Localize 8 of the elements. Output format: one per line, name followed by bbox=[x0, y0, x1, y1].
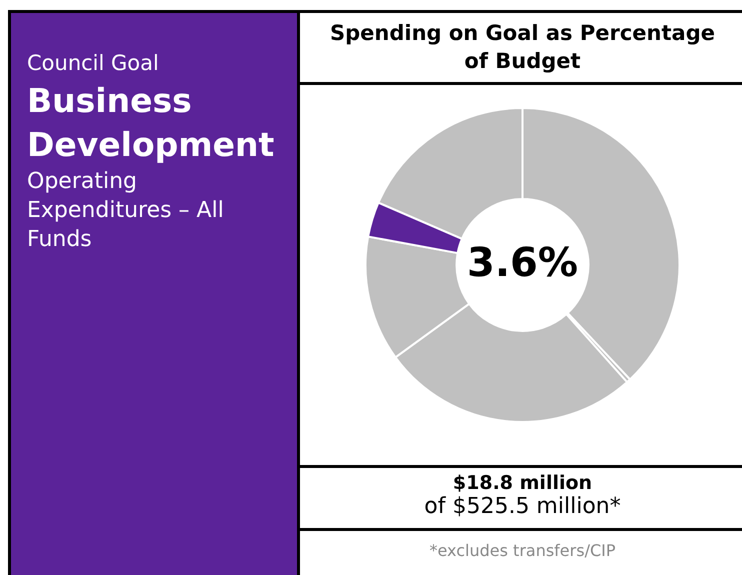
text: Operating Expenditures – All Funds bbox=[27, 168, 225, 254]
text: $18.8 million bbox=[452, 472, 594, 494]
text: Business Development bbox=[27, 80, 276, 166]
chart-title: Spending on Goal as Percentage of Budget bbox=[300, 13, 742, 85]
text: of $525.5 million* bbox=[423, 494, 622, 519]
text: Council Goal bbox=[27, 51, 160, 75]
text: 3.6% bbox=[466, 240, 579, 286]
text: *excludes transfers/CIP bbox=[428, 540, 616, 560]
